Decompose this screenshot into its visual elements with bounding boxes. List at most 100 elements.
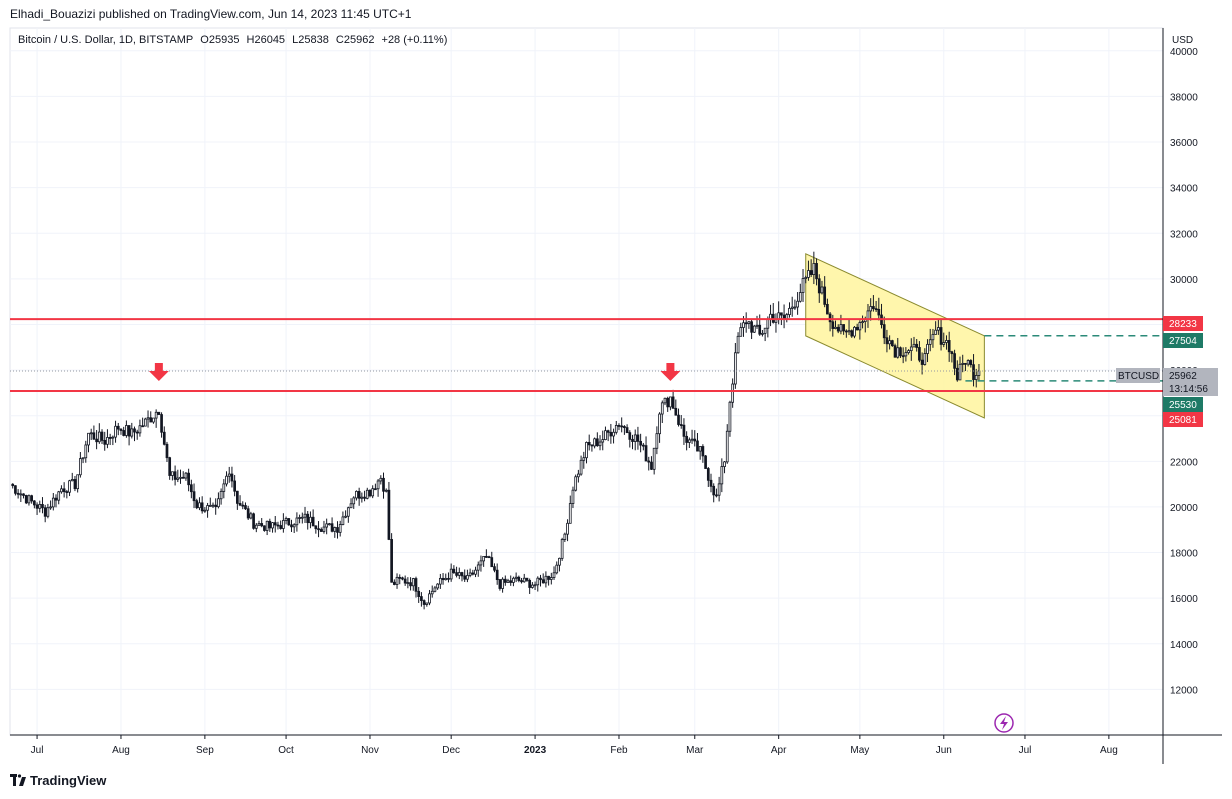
candle-body [468,572,472,576]
candle-body [658,413,661,435]
candle-body [617,425,621,427]
candle-body [831,321,835,329]
candle-body [43,507,47,517]
candle-body [24,495,28,504]
time-tick-label: Jul [1019,745,1032,756]
candle-body [241,504,245,507]
candle-body [920,359,924,365]
candle-body [872,306,875,310]
candle-body [306,513,310,524]
currency-label: USD [1172,35,1193,46]
candle-body [114,425,117,438]
lightning-icon[interactable] [994,713,1014,733]
candle-body [869,306,873,312]
time-tick-label: 2023 [524,745,547,756]
candle-body [41,504,44,509]
candle-body [752,325,756,333]
candle-body [525,577,529,581]
candle-body [893,345,897,358]
time-tick-label: Oct [278,745,294,756]
candle-body [333,527,337,532]
candle-body [514,576,518,579]
candle-body [368,489,372,497]
candle-body [379,477,383,482]
candle-body [855,326,859,331]
candle-body [447,577,450,580]
candle-body [122,430,126,436]
arrow-down-icon[interactable] [148,363,169,382]
time-tick-label: Sep [196,745,214,756]
candle-body [219,490,223,500]
candle-body [476,564,480,571]
candle-body [693,438,697,442]
candle-body [311,516,315,527]
candle-body [804,277,808,279]
symbol-tag: BTCUSD [1116,368,1160,383]
candle-body [758,324,762,335]
candle-body [49,506,52,509]
candle-body [70,479,74,482]
candle-body [460,572,464,577]
candle-body [780,312,783,316]
candle-body [11,483,15,487]
candle-body [531,584,534,588]
candle-body [303,513,307,518]
candle-body [817,278,821,294]
candle-body [520,580,523,583]
candle-body [590,444,594,447]
candle-body [160,414,163,433]
candle-body [95,438,98,443]
descending-channel[interactable] [805,253,985,419]
candle-body [387,489,391,540]
candle-body [934,329,937,335]
candle-body [650,461,653,470]
candle-body [206,505,209,511]
candle-body [593,438,596,447]
candle-body [309,516,312,524]
candle-body [376,480,380,490]
candle-body [149,417,153,423]
tradingview-brand[interactable]: TradingView [10,773,106,788]
candle-body [777,312,781,320]
candle-body [763,327,767,334]
candle-body [314,525,318,530]
candle-body [587,441,591,446]
time-tick-label: Feb [610,745,628,756]
price-tick-label: 32000 [1170,229,1198,240]
ohlc-change: +28 (+0.11%) [381,34,448,46]
candle-body [425,602,429,605]
candle-body [273,522,277,526]
candle-body [861,321,864,324]
candle-body [479,560,483,566]
candle-body [899,347,902,357]
arrow-down-icon[interactable] [660,363,681,382]
candle-body [336,527,339,533]
candle-body [706,468,710,481]
candle-body [701,446,705,457]
time-tick-label: Jun [936,745,952,756]
candle-body [471,572,475,575]
candle-body [498,579,502,589]
candle-body [747,321,751,324]
candle-body [62,488,66,493]
candle-body [444,577,448,581]
candle-body [682,424,686,437]
candle-body [850,330,854,337]
candle-body [265,520,269,531]
candle-body [679,424,683,426]
candle-body [660,402,664,415]
candle-body [744,322,748,325]
candle-body [338,524,342,533]
candle-body [901,355,905,358]
candle-body [173,471,177,480]
price-tick-label: 16000 [1170,594,1198,605]
time-tick-label: Aug [112,745,130,756]
candle-body [51,497,55,508]
candle-body [685,435,688,443]
candle-body [636,434,640,442]
time-axis[interactable]: Jul Aug Sep Oct Nov Dec 2023 Feb Mar Apr May Jun Jul… [31,735,1118,756]
candle-body [214,504,218,508]
candle-body [208,505,212,507]
candle-body [146,417,150,420]
